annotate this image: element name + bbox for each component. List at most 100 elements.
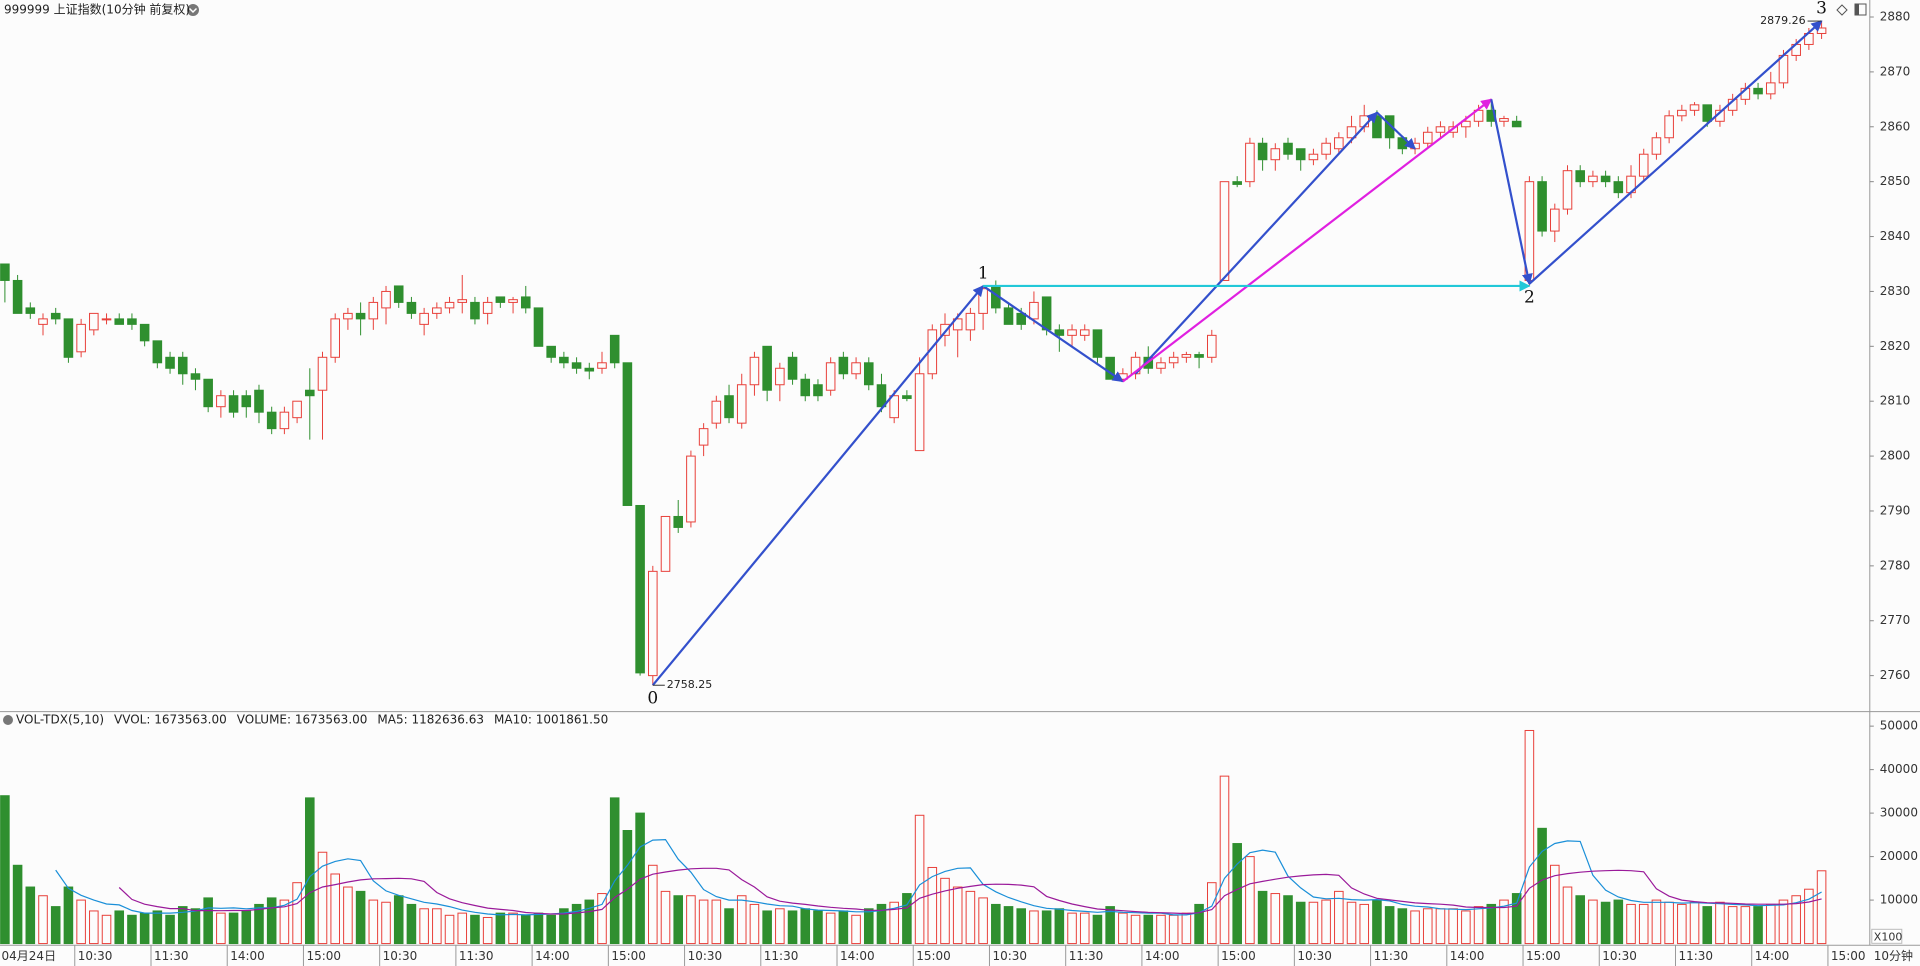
chart-title: 999999 上证指数(10分钟 前复权)	[4, 2, 190, 17]
trend-arrow	[1376, 111, 1416, 150]
candle-body	[89, 312, 99, 331]
candle-body	[1232, 181, 1242, 185]
volume-bar	[520, 914, 531, 945]
volume-bar	[1219, 775, 1230, 945]
volume-bar	[838, 910, 849, 945]
period-label: 10分钟	[1874, 948, 1913, 963]
candle-body	[1270, 148, 1281, 161]
candle-body	[1346, 126, 1357, 139]
volume-bar	[114, 910, 125, 945]
candle-body	[127, 318, 137, 325]
volume-bar	[1372, 899, 1382, 945]
trend-arrow	[651, 285, 984, 686]
volume-bar	[139, 912, 150, 945]
candle-body	[76, 323, 86, 353]
volume-bar	[1448, 908, 1458, 945]
panel-icon-fill	[1855, 4, 1859, 15]
candle-body	[1079, 329, 1090, 336]
volume-bar	[1537, 827, 1547, 945]
candle-body	[978, 288, 988, 314]
wave-label: 3	[1816, 0, 1827, 19]
volume-y-tick-label: 40000	[1880, 762, 1918, 776]
candle-body	[1283, 142, 1293, 155]
x-tick-label: 14:00	[1755, 949, 1790, 963]
candle-body	[520, 296, 531, 309]
volume-bar	[216, 912, 226, 945]
wave-label: 1	[978, 263, 989, 283]
candle-body	[1600, 175, 1611, 183]
candle-body	[889, 395, 899, 419]
volume-bar	[1791, 895, 1801, 945]
x-tick-label: 10:30	[383, 949, 418, 963]
volume-bar	[279, 899, 290, 945]
volume-bar	[1499, 899, 1509, 945]
candle-body	[228, 395, 239, 413]
x-tick-label: 14:00	[1450, 949, 1485, 963]
volume-bar	[1765, 903, 1776, 945]
volume-bar	[1283, 895, 1293, 945]
candle-body	[432, 307, 442, 314]
diamond-icon[interactable]	[1836, 4, 1848, 16]
volume-bar	[1359, 903, 1370, 945]
volume-menu-icon[interactable]	[3, 715, 13, 725]
volume-bar	[1575, 895, 1585, 945]
candle-body	[965, 312, 976, 331]
candle-body	[559, 356, 569, 364]
volume-bar	[762, 910, 772, 945]
title-menu-icon[interactable]	[187, 4, 199, 16]
candle-body	[1562, 170, 1573, 210]
volume-bar	[1346, 901, 1357, 945]
candle-body	[1003, 307, 1014, 325]
volume-bar	[419, 908, 429, 945]
candle-body	[203, 378, 213, 408]
candle-body	[368, 301, 379, 320]
volume-bar	[635, 812, 645, 945]
candle-body	[12, 279, 23, 314]
x-tick-label: 15:00	[611, 949, 646, 963]
trend-arrow	[1490, 99, 1533, 285]
volume-bar	[648, 864, 658, 945]
candle-body	[609, 334, 620, 364]
candle-body	[1041, 296, 1052, 331]
volume-bar	[1486, 903, 1497, 945]
volume-bar	[89, 910, 99, 945]
candle-body	[1689, 104, 1700, 111]
volume-bar	[686, 895, 696, 945]
candle-body	[1384, 115, 1395, 139]
candle-body	[851, 362, 861, 375]
candle-body	[25, 307, 36, 314]
volume-bar	[1257, 890, 1268, 945]
volume-bar	[1029, 910, 1039, 945]
candle-body	[787, 356, 798, 380]
candle-body	[1308, 153, 1319, 161]
title-menu-chevron	[188, 7, 198, 14]
volume-bar	[1079, 912, 1090, 945]
volume-ma-line	[118, 867, 1822, 915]
volume-bar	[317, 851, 328, 945]
volume-bar	[1105, 906, 1115, 945]
volume-bar	[724, 908, 734, 945]
candle-body	[1664, 115, 1674, 139]
candle-body	[165, 356, 175, 369]
volume-bar	[292, 882, 302, 945]
volume-bar	[1334, 890, 1344, 945]
volume-bar	[825, 912, 836, 945]
candle-body	[406, 301, 417, 314]
candle-body	[571, 362, 582, 369]
x-tick-label: 10:30	[992, 949, 1027, 963]
candle-body	[736, 384, 747, 424]
volume-bar	[368, 899, 379, 945]
candle-body	[800, 378, 811, 397]
volume-bar	[50, 906, 61, 945]
candle-body	[838, 356, 849, 375]
volume-bar	[1168, 914, 1179, 945]
candle-body	[216, 395, 226, 408]
volume-bar	[1689, 901, 1700, 945]
candle-body	[139, 323, 150, 342]
candle-body	[305, 389, 315, 397]
volume-legend-item: VOL-TDX(5,10)	[16, 713, 104, 727]
candle-body	[1321, 142, 1331, 155]
candle-body	[1105, 356, 1115, 380]
volume-bar	[559, 908, 569, 945]
volume-bar	[305, 797, 315, 945]
